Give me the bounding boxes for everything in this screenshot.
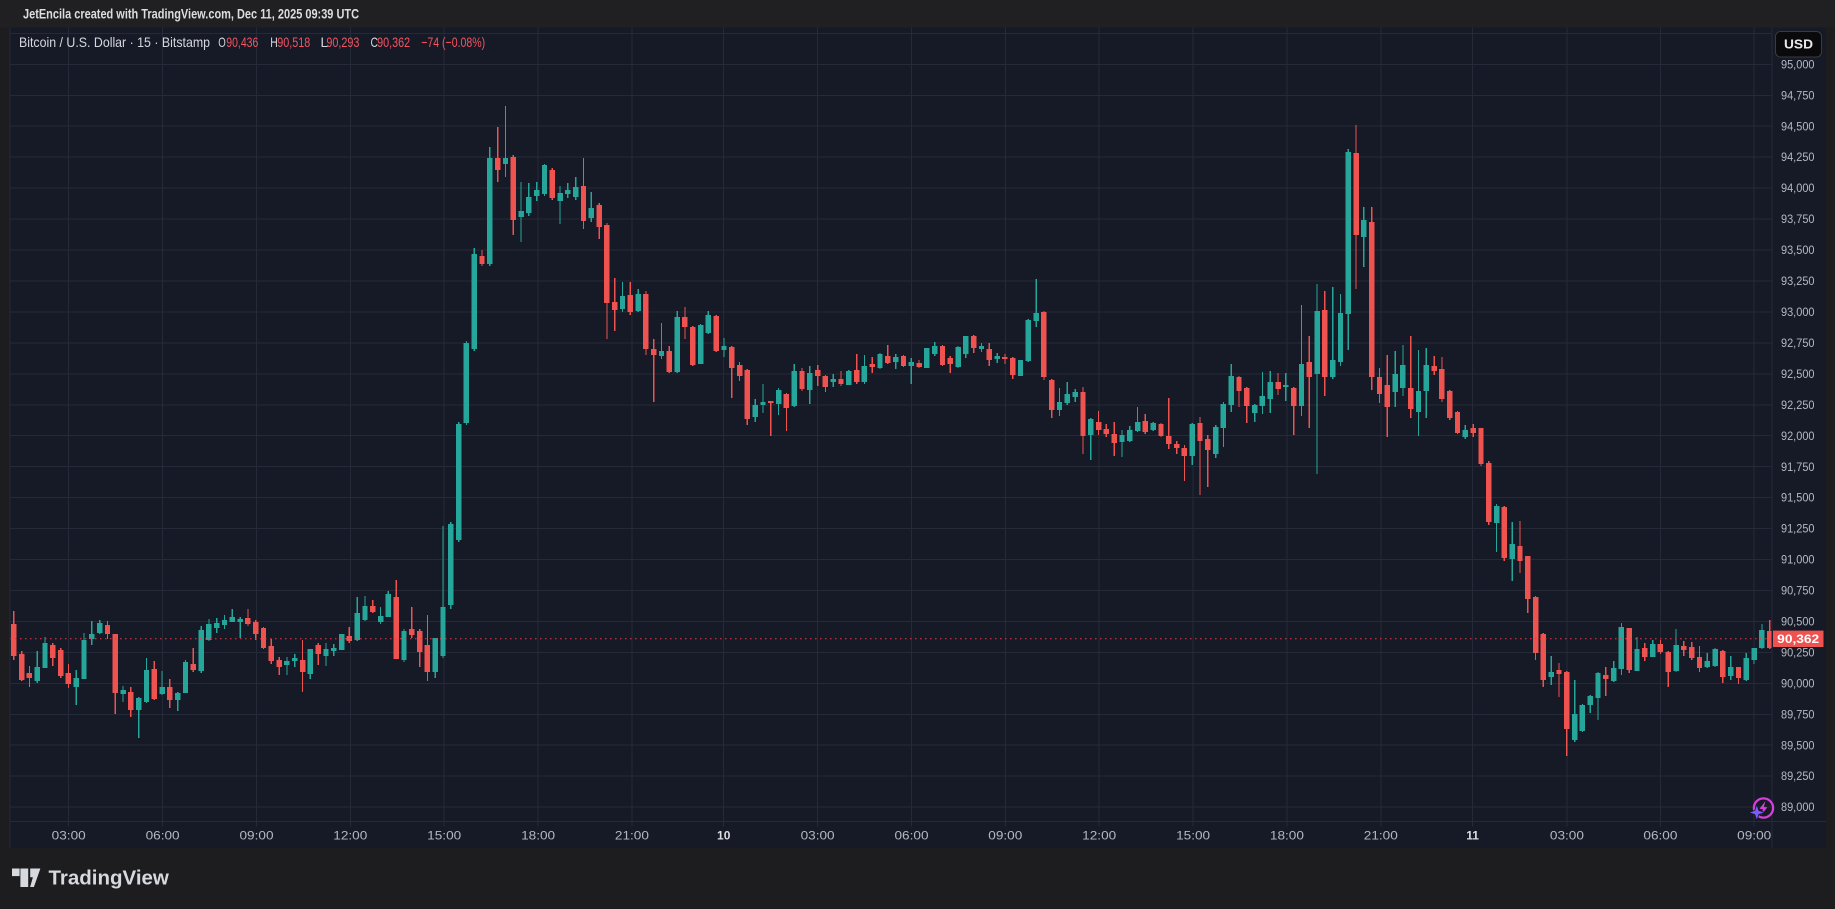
svg-text:93,250: 93,250 — [1781, 274, 1815, 288]
svg-text:11: 11 — [1466, 828, 1479, 842]
svg-text:94,750: 94,750 — [1781, 88, 1815, 102]
svg-text:90,362: 90,362 — [377, 34, 410, 50]
svg-text:15:00: 15:00 — [1176, 828, 1210, 842]
svg-text:92,500: 92,500 — [1781, 367, 1815, 381]
svg-text:89,250: 89,250 — [1781, 769, 1815, 783]
svg-text:18:00: 18:00 — [521, 828, 555, 842]
svg-text:92,250: 92,250 — [1781, 398, 1815, 412]
svg-text:90,500: 90,500 — [1781, 615, 1815, 629]
svg-text:90,518: 90,518 — [277, 34, 310, 50]
svg-text:03:00: 03:00 — [801, 828, 835, 842]
svg-text:L: L — [321, 34, 329, 50]
svg-text:91,000: 91,000 — [1781, 553, 1815, 567]
svg-text:21:00: 21:00 — [615, 828, 649, 842]
svg-text:12:00: 12:00 — [333, 828, 367, 842]
svg-text:09:00: 09:00 — [240, 828, 274, 842]
svg-text:09:00: 09:00 — [1737, 828, 1771, 842]
svg-text:91,750: 91,750 — [1781, 460, 1815, 474]
svg-text:90,000: 90,000 — [1781, 676, 1815, 690]
svg-text:94,000: 94,000 — [1781, 181, 1815, 195]
svg-text:21:00: 21:00 — [1364, 828, 1398, 842]
svg-text:12:00: 12:00 — [1082, 828, 1116, 842]
svg-text:H: H — [270, 34, 278, 50]
svg-text:90,250: 90,250 — [1781, 645, 1815, 659]
svg-text:06:00: 06:00 — [895, 828, 929, 842]
svg-text:89,500: 89,500 — [1781, 738, 1815, 752]
svg-text:90,750: 90,750 — [1781, 584, 1815, 598]
svg-text:−74 (−0.08%): −74 (−0.08%) — [421, 34, 485, 50]
svg-text:91,500: 91,500 — [1781, 491, 1815, 505]
svg-text:15:00: 15:00 — [427, 828, 461, 842]
svg-text:18:00: 18:00 — [1270, 828, 1304, 842]
svg-text:94,250: 94,250 — [1781, 150, 1815, 164]
svg-text:03:00: 03:00 — [1550, 828, 1584, 842]
svg-text:90,293: 90,293 — [326, 34, 359, 50]
svg-text:JetEncila created with Trading: JetEncila created with TradingView.com, … — [23, 6, 359, 22]
svg-text:O: O — [218, 34, 226, 50]
svg-text:89,750: 89,750 — [1781, 707, 1815, 721]
svg-text:06:00: 06:00 — [1643, 828, 1677, 842]
svg-text:93,750: 93,750 — [1781, 212, 1815, 226]
svg-text:10: 10 — [717, 828, 731, 842]
svg-text:03:00: 03:00 — [52, 828, 86, 842]
svg-text:90,436: 90,436 — [226, 34, 258, 50]
svg-text:Bitcoin / U.S. Dollar · 15 · B: Bitcoin / U.S. Dollar · 15 · Bitstamp — [19, 34, 210, 50]
svg-text:USD: USD — [1784, 38, 1813, 52]
svg-text:91,250: 91,250 — [1781, 522, 1815, 536]
svg-text:TradingView: TradingView — [49, 867, 169, 890]
svg-text:93,500: 93,500 — [1781, 243, 1815, 257]
svg-text:92,000: 92,000 — [1781, 429, 1815, 443]
svg-text:06:00: 06:00 — [146, 828, 180, 842]
svg-text:90,362: 90,362 — [1777, 632, 1819, 646]
svg-text:C: C — [371, 34, 379, 50]
svg-text:89,000: 89,000 — [1781, 800, 1815, 814]
svg-text:94,500: 94,500 — [1781, 119, 1815, 133]
svg-text:93,000: 93,000 — [1781, 305, 1815, 319]
svg-text:95,000: 95,000 — [1781, 57, 1815, 71]
svg-text:92,750: 92,750 — [1781, 336, 1815, 350]
svg-text:09:00: 09:00 — [988, 828, 1022, 842]
